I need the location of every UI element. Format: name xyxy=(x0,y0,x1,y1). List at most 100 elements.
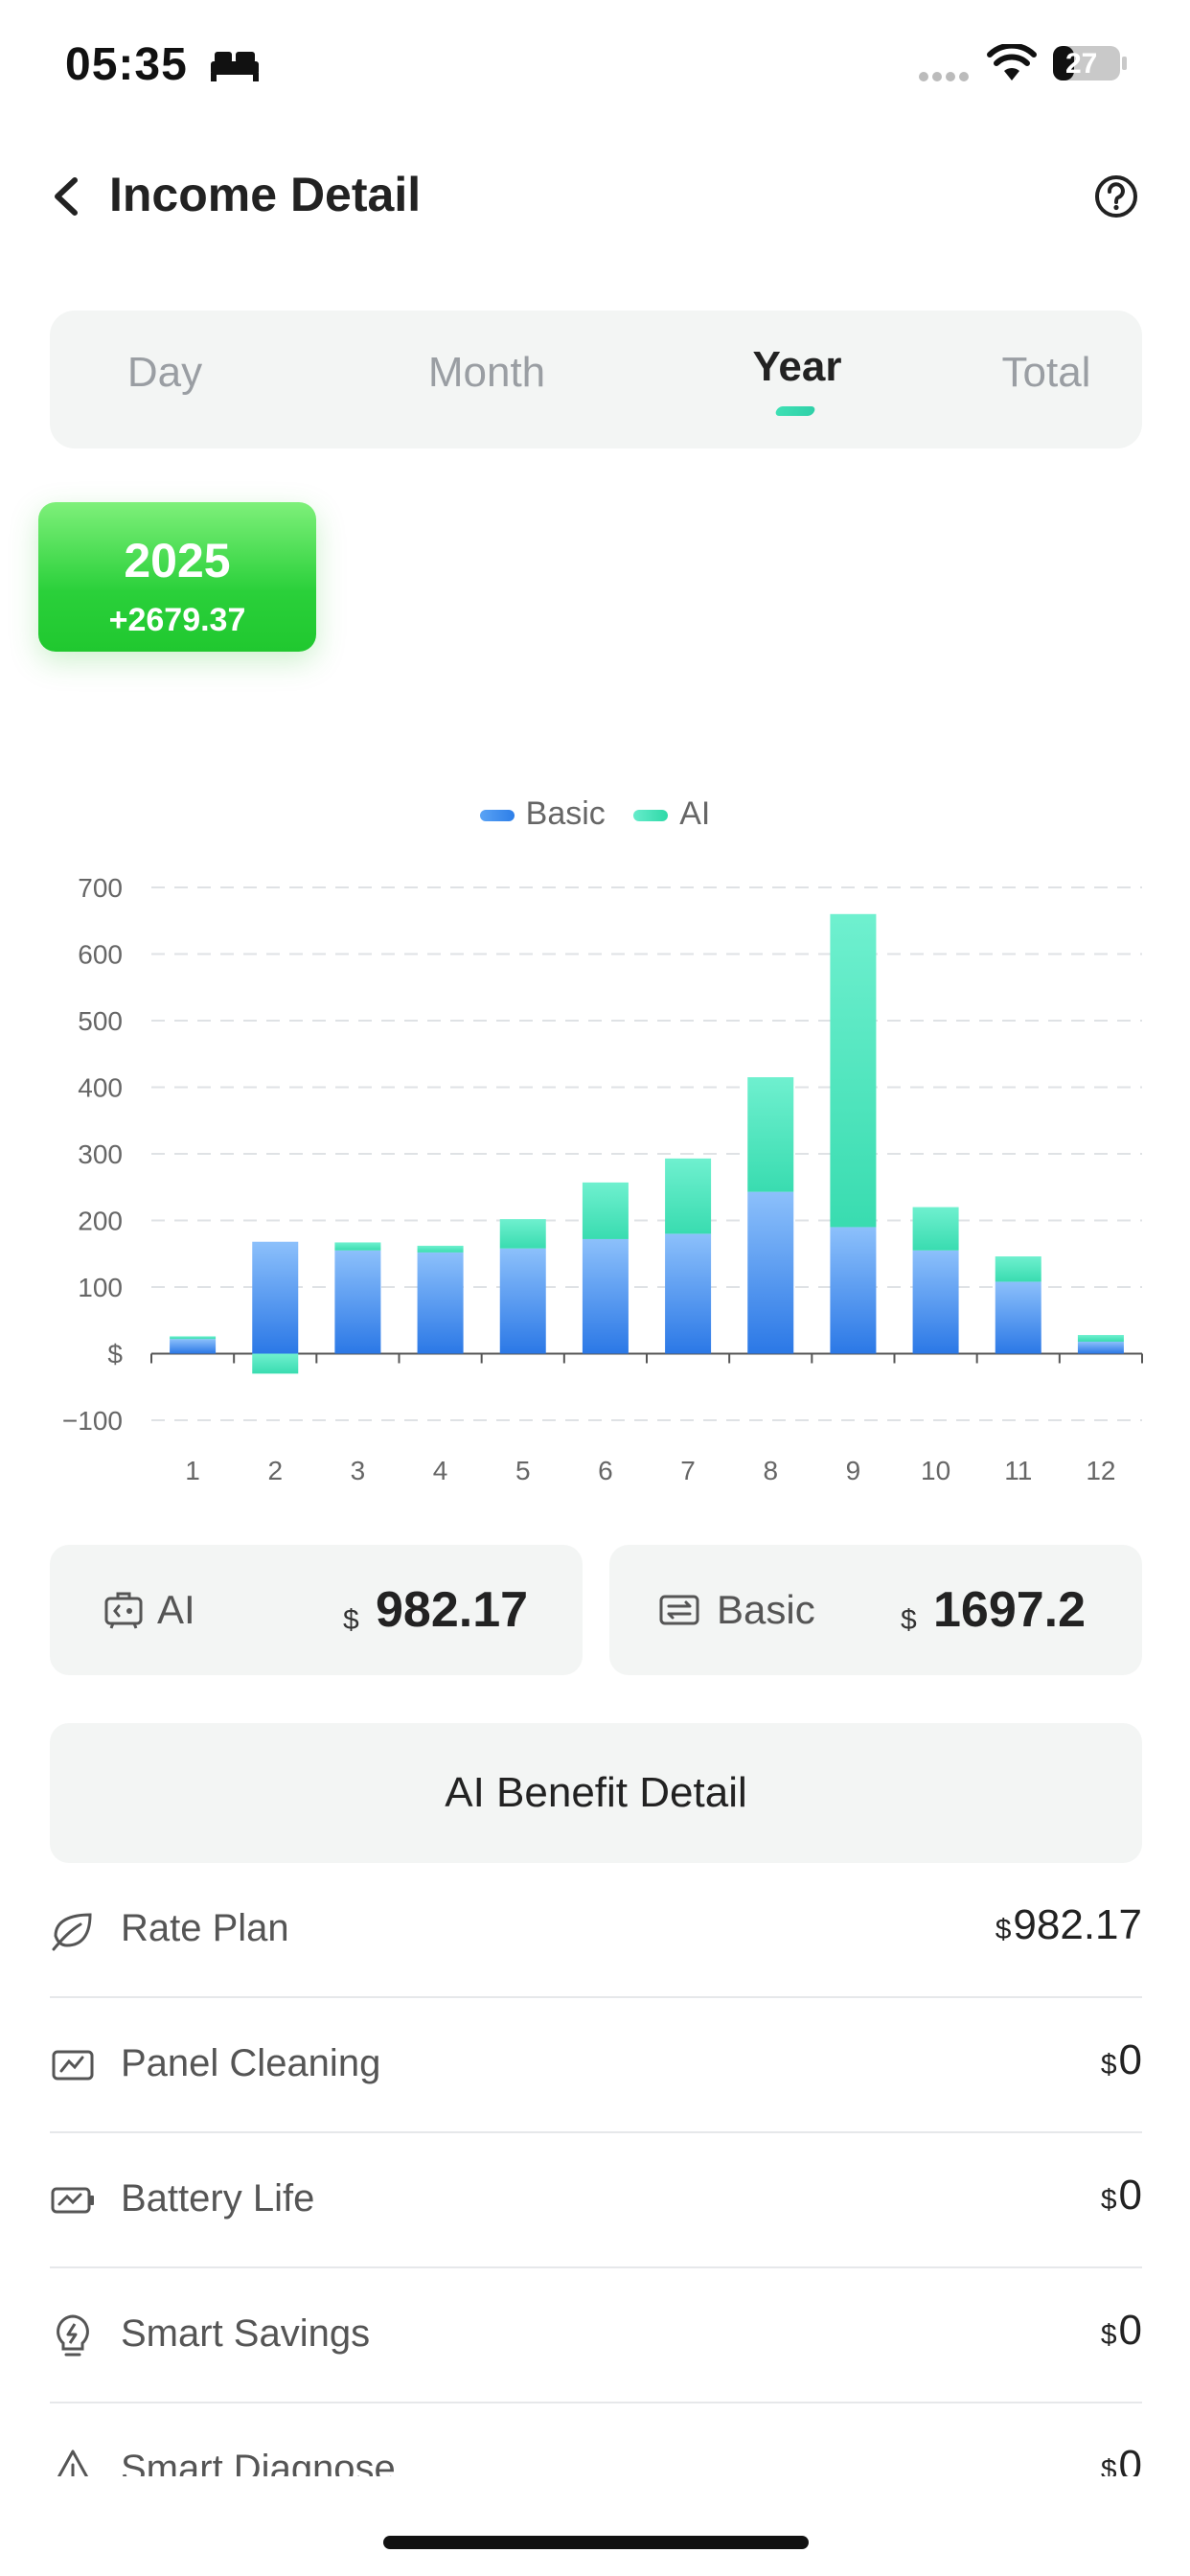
bar-ai xyxy=(252,1353,299,1374)
bar-ai xyxy=(170,1336,217,1340)
legend-item-basic[interactable]: Basic xyxy=(479,794,606,833)
ai-robot-icon xyxy=(104,1592,143,1629)
benefit-list-viewport: Rate Plan $982.17 Panel Cleaning $0 Batt… xyxy=(0,1863,1190,2476)
summary-card-basic: Basic $ 1697.2 xyxy=(609,1545,1142,1675)
benefit-currency: $ xyxy=(1100,2184,1117,2216)
benefit-value: $0 xyxy=(1101,2307,1142,2355)
warning-icon xyxy=(57,2450,89,2476)
summary-label-basic: Basic xyxy=(717,1587,815,1632)
legend-swatch-basic xyxy=(479,809,515,821)
bar-basic xyxy=(995,1281,1041,1354)
bulb-icon xyxy=(57,2314,89,2357)
x-tick-label: 4 xyxy=(433,1456,448,1485)
bar-basic xyxy=(252,1241,299,1354)
x-tick-label: 7 xyxy=(680,1456,696,1485)
benefit-amount: 0 xyxy=(1118,2036,1142,2083)
x-tick-label: 5 xyxy=(515,1456,531,1485)
bar-ai xyxy=(417,1245,464,1253)
benefit-amount: 0 xyxy=(1118,2172,1142,2219)
status-time: 05:35 xyxy=(65,39,188,90)
summary-currency-ai: $ xyxy=(343,1604,359,1636)
x-tick-label: 12 xyxy=(1086,1456,1115,1485)
bar-ai xyxy=(747,1077,794,1192)
benefit-value: $0 xyxy=(1101,2442,1142,2476)
home-indicator xyxy=(383,2536,809,2549)
benefit-amount: 0 xyxy=(1118,2307,1142,2354)
panel-icon xyxy=(52,2050,94,2081)
summary-value-basic: 1697.2 xyxy=(933,1582,1087,1638)
bar-basic xyxy=(830,1227,877,1354)
x-tick-label: 3 xyxy=(351,1456,366,1485)
bar-ai xyxy=(995,1256,1041,1282)
tab-year[interactable]: Year xyxy=(752,343,842,390)
bar-ai xyxy=(334,1242,381,1251)
x-tick-label: 9 xyxy=(846,1456,861,1485)
status-bar: 05:35 27 xyxy=(0,0,1190,125)
x-tick-label: 2 xyxy=(267,1456,283,1485)
summary-currency-basic: $ xyxy=(901,1604,917,1636)
header: Income Detail xyxy=(0,153,1190,240)
tab-day[interactable]: Day xyxy=(126,349,203,396)
benefit-row-smart-diagnose[interactable]: Smart Diagnose $0 xyxy=(50,2404,1142,2476)
legend-item-ai[interactable]: AI xyxy=(633,795,710,833)
benefit-currency: $ xyxy=(1100,2049,1117,2081)
bar-basic xyxy=(170,1339,217,1354)
bar-ai xyxy=(665,1158,712,1234)
benefit-row-smart-savings[interactable]: Smart Savings $0 xyxy=(50,2268,1142,2404)
benefit-row-panel-cleaning[interactable]: Panel Cleaning $0 xyxy=(50,1998,1142,2133)
x-tick-label: 6 xyxy=(598,1456,613,1485)
benefit-amount: 0 xyxy=(1118,2442,1142,2476)
y-tick-label: $ xyxy=(107,1340,123,1369)
ai-benefit-detail-button[interactable]: AI Benefit Detail xyxy=(50,1723,1142,1863)
summary-value-ai: 982.17 xyxy=(376,1582,529,1638)
x-tick-label: 10 xyxy=(921,1456,950,1485)
y-tick-label: −100 xyxy=(62,1406,123,1436)
benefit-label: Rate Plan xyxy=(121,1907,289,1949)
bar-basic xyxy=(1077,1341,1124,1354)
year-value: 2025 xyxy=(124,534,231,587)
x-tick-label: 1 xyxy=(185,1456,200,1485)
benefit-currency: $ xyxy=(1100,2319,1117,2351)
cellular-signal-icon xyxy=(919,72,969,81)
legend-label-ai: AI xyxy=(679,794,711,832)
year-selector-card[interactable]: 2025 +2679.37 xyxy=(38,502,316,652)
bar-ai xyxy=(912,1207,959,1251)
battery-icon: 27 xyxy=(1052,44,1129,82)
benefit-currency: $ xyxy=(995,1914,1012,1945)
y-tick-label: 200 xyxy=(78,1207,123,1236)
benefit-label: Smart Savings xyxy=(121,2312,371,2355)
benefit-value: $982.17 xyxy=(995,1901,1142,1949)
benefit-list: Rate Plan $982.17 Panel Cleaning $0 Batt… xyxy=(50,1863,1142,2476)
y-tick-label: 700 xyxy=(78,873,123,903)
legend-label-basic: Basic xyxy=(525,794,606,832)
y-tick-label: 600 xyxy=(78,940,123,970)
active-tab-indicator xyxy=(774,406,816,416)
bar-basic xyxy=(417,1252,464,1354)
tab-total[interactable]: Total xyxy=(1001,349,1091,396)
bar-basic xyxy=(665,1233,712,1354)
y-tick-label: 300 xyxy=(78,1139,123,1169)
leaf-icon xyxy=(52,1913,92,1951)
basic-transfer-icon xyxy=(659,1595,699,1625)
benefit-currency: $ xyxy=(1100,2454,1117,2476)
tab-month[interactable]: Month xyxy=(427,349,546,396)
back-chevron-icon[interactable] xyxy=(48,174,86,218)
benefit-row-battery-life[interactable]: Battery Life $0 xyxy=(50,2133,1142,2268)
bar-basic xyxy=(582,1238,629,1354)
bar-ai xyxy=(582,1182,629,1239)
battery-level: 27 xyxy=(1065,48,1098,80)
benefit-amount: 982.17 xyxy=(1013,1901,1142,1948)
y-tick-label: 500 xyxy=(78,1006,123,1036)
bed-icon xyxy=(211,52,259,81)
legend-swatch-ai xyxy=(633,809,669,821)
page-title: Income Detail xyxy=(109,168,422,221)
benefit-value: $0 xyxy=(1101,2172,1142,2220)
y-tick-label: 400 xyxy=(78,1073,123,1103)
wifi-icon xyxy=(987,44,1037,80)
income-chart: 700 600 500 400 300 200 100 $ −100 1 2 3 4 5 6 7 8 9 10 11 1… xyxy=(0,786,1190,1495)
battery-life-icon xyxy=(51,2187,94,2214)
benefit-row-rate-plan[interactable]: Rate Plan $982.17 xyxy=(50,1863,1142,1998)
summary-label-ai: AI xyxy=(157,1587,195,1632)
help-icon[interactable] xyxy=(1094,174,1138,218)
